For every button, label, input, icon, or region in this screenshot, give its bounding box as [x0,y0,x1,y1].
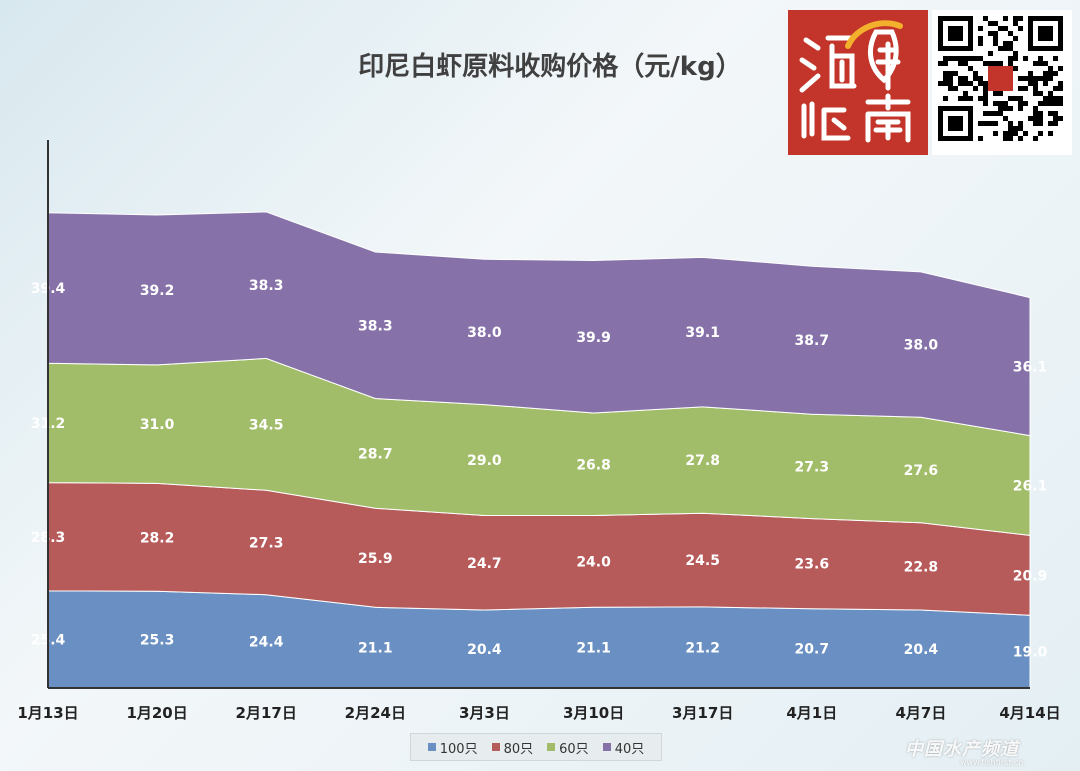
x-tick-label: 2月17日 [236,704,297,722]
legend-swatch [427,743,436,751]
x-tick-label: 2月24日 [345,704,406,722]
data-label: 28.2 [140,530,175,546]
legend-label: 80只 [503,741,534,757]
x-tick-label: 4月1日 [786,704,837,722]
data-label: 38.7 [795,333,830,349]
data-label: 38.3 [249,278,284,294]
area-series-4 [47,211,1031,437]
x-tick-label: 4月14日 [999,704,1060,722]
data-label: 26.8 [576,457,611,473]
legend-label: 40只 [614,741,645,757]
data-label: 31.0 [140,417,175,433]
x-tick-label: 1月20日 [126,704,187,722]
data-label: 26.1 [1013,479,1048,495]
data-label: 24.5 [685,553,720,569]
data-label: 34.5 [249,417,284,433]
data-label: 22.8 [904,559,939,575]
watermark-url: www.fishfirst.cn [960,758,1024,767]
data-label: 39.1 [685,325,720,341]
x-tick-label: 3月3日 [459,704,510,722]
legend-item: 80只 [491,738,534,757]
legend-swatch [602,743,611,751]
data-label: 19.0 [1013,645,1048,661]
data-label: 21.2 [685,641,720,657]
x-tick-label: 3月10日 [563,704,624,722]
data-label: 20.7 [795,641,830,657]
legend-label: 60只 [559,741,589,757]
legend-item: 40只 [602,738,645,757]
data-label: 25.9 [358,551,393,567]
data-label: 20.9 [1013,568,1048,584]
data-label: 24.7 [467,556,502,572]
data-label: 24.4 [249,634,284,650]
data-label: 25.3 [140,633,175,649]
legend-label: 100只 [439,741,478,757]
data-label: 21.1 [576,641,611,657]
data-label: 27.3 [795,459,830,475]
legend-swatch [491,743,500,751]
data-label: 38.0 [467,325,502,341]
data-label: 27.8 [685,453,720,469]
qr-code-icon [932,10,1072,155]
data-label: 29.0 [467,453,502,469]
data-label: 39.9 [576,330,611,346]
chart-title: 印尼白虾原料收购价格（元/kg） [358,52,742,82]
data-label: 20.4 [904,642,939,658]
data-label: 27.3 [249,536,284,552]
data-label: 36.1 [1013,360,1048,376]
brand-logo [788,10,928,155]
data-label: 38.0 [904,338,939,354]
legend-item: 100只 [427,738,478,757]
watermark-text: 中国水产频道 [905,739,1019,760]
x-tick-label: 1月13日 [17,704,78,722]
data-label: 28.7 [358,446,393,462]
data-label: 20.4 [467,642,502,658]
legend-swatch [547,743,556,751]
data-label: 39.2 [140,283,175,299]
x-tick-label: 3月17日 [672,704,733,722]
data-label: 23.6 [795,557,830,573]
legend-item: 60只 [547,738,589,757]
data-label: 38.3 [358,318,393,334]
data-label: 21.1 [358,641,393,657]
x-tick-label: 4月7日 [895,704,946,722]
data-label: 27.6 [904,463,939,479]
legend: 100只 80只 60只 40只 [410,733,662,761]
data-label: 24.0 [576,554,611,570]
